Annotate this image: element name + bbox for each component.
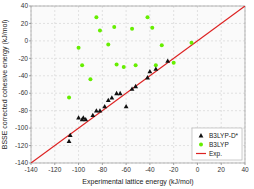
x-axis-label: Experimental lattice energy (kJ/mol) [82, 178, 193, 186]
grid-line-x [78, 6, 79, 163]
scatter-point [83, 117, 88, 121]
grid-line-y [31, 58, 245, 59]
tick-label-y: -80 [19, 107, 29, 114]
scatter-point [80, 63, 84, 67]
scatter-point [77, 46, 81, 50]
tick-label-y: -140 [15, 159, 28, 166]
scatter-point [165, 59, 170, 63]
grid-line-y [31, 23, 245, 24]
scatter-point [102, 104, 107, 108]
grid-line-y [31, 40, 245, 41]
tick-label-x: 40 [241, 166, 249, 173]
scatter-point [98, 28, 102, 32]
tick-label-x: -60 [121, 166, 131, 173]
grid [31, 6, 245, 163]
tick-label-x: -120 [48, 166, 61, 173]
marks [31, 6, 245, 163]
tick-label-x: 20 [218, 166, 226, 173]
scatter-point [106, 98, 111, 102]
legend-label: B3LYP-D* [209, 132, 239, 139]
plot-area [31, 6, 245, 163]
scatter-point [153, 66, 158, 70]
tick-label-y: 20 [21, 20, 29, 27]
scatter-point [130, 86, 135, 90]
legend: B3LYP-D* B3LYP Exp. [192, 128, 242, 160]
scatter-point [90, 113, 95, 117]
scatter-point [109, 95, 114, 99]
scatter-point [98, 108, 103, 112]
scatter-point [122, 65, 126, 69]
legend-swatch [199, 143, 203, 147]
grid-line-y [31, 110, 245, 111]
grid-line-x [102, 6, 103, 163]
tick-label-x: -20 [169, 166, 179, 173]
scatter-point [124, 104, 129, 108]
scatter-point [112, 25, 116, 29]
grid-line-y [31, 75, 245, 76]
tick-label-x: -80 [98, 166, 108, 173]
scatter-point [160, 43, 164, 47]
tick-label-y: 40 [21, 2, 29, 9]
scatter-point [190, 41, 194, 45]
y-axis-label: BSSE corrected cohesive energy (kJ/mol) [1, 20, 9, 150]
grid-line-x [149, 6, 150, 163]
scatter-point [172, 61, 176, 65]
tick-label-y: -60 [19, 89, 29, 96]
grid-line-x [173, 6, 174, 163]
scatter-point [146, 15, 150, 19]
scatter-point [106, 42, 110, 46]
tick-label-x: -40 [145, 166, 155, 173]
reference-line [31, 6, 245, 163]
tick-label-x: 0 [196, 166, 200, 173]
scatter-point [94, 15, 98, 19]
scatter-point [88, 77, 92, 81]
tick-label-x: -140 [24, 166, 37, 173]
scatter-point [118, 91, 123, 95]
scatter-point [150, 26, 154, 30]
scatter-point [76, 115, 81, 119]
tick-label-y: -40 [19, 72, 29, 79]
scatter-point [67, 139, 72, 143]
legend-label: B3LYP [209, 141, 229, 148]
legend-box [192, 128, 242, 160]
scatter-point [67, 96, 71, 100]
tick-label-y: 0 [24, 37, 28, 44]
chart: -140 -120 -100 -80 -60 -40 -20 0 20 40 -140 -120 -10… [0, 0, 254, 189]
tick-label-y: -20 [19, 55, 29, 62]
scatter-point [145, 75, 150, 79]
legend-label: Exp. [209, 150, 222, 158]
scatter-point [147, 69, 152, 73]
scatter-point [133, 84, 138, 88]
legend-swatch [196, 153, 206, 154]
scatter-point [115, 62, 119, 66]
scatter-point [134, 63, 138, 67]
grid-line-y [31, 93, 245, 94]
scatter-point [68, 133, 73, 137]
tick-label-x: -100 [72, 166, 85, 173]
tick-label-y: -100 [15, 124, 28, 131]
plot-frame [31, 6, 245, 163]
grid-line-x [126, 6, 127, 163]
scatter-point [130, 27, 134, 31]
grid-line-x [54, 6, 55, 163]
tick-label-y: -120 [15, 142, 28, 149]
legend-swatch [199, 133, 204, 137]
